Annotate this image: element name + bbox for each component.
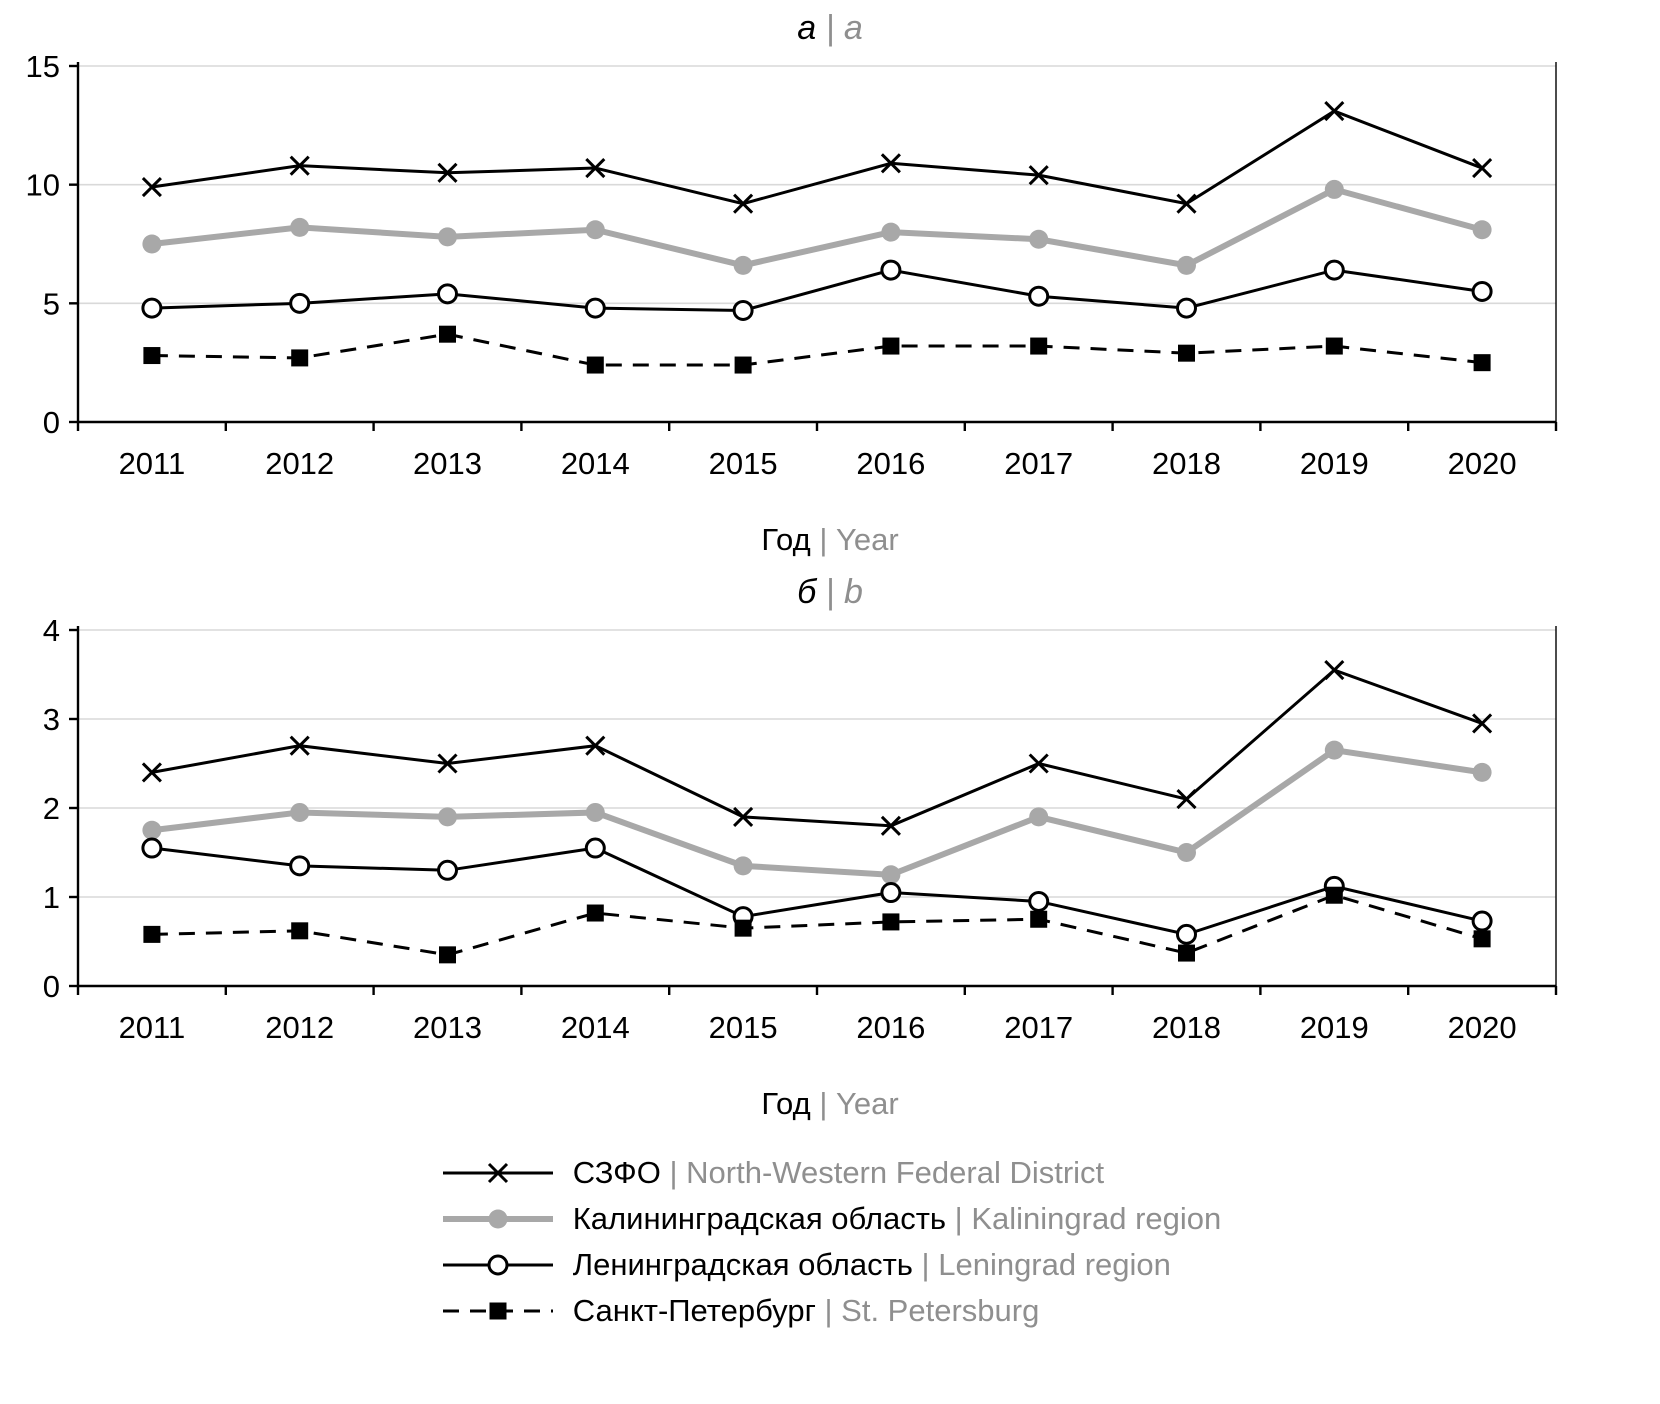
legend: СЗФО | North-Western Federal District Кал…	[439, 1150, 1222, 1334]
panel-a-title-en: a	[843, 9, 863, 47]
legend-label-sep: |	[946, 1201, 972, 1236]
svg-text:2019: 2019	[1300, 446, 1369, 481]
legend-label-ru: Калининградская область	[572, 1201, 947, 1236]
panel-b-title-en: b	[843, 573, 863, 611]
svg-text:2017: 2017	[1004, 446, 1073, 481]
svg-text:0: 0	[43, 405, 60, 440]
svg-text:2013: 2013	[413, 1010, 482, 1045]
legend-label-en: North-Western Federal District	[686, 1155, 1105, 1190]
legend-label-spb: Санкт-Петербург | St. Petersburg	[573, 1293, 1040, 1329]
svg-text:2015: 2015	[709, 446, 778, 481]
svg-text:1: 1	[43, 880, 60, 915]
panel-b-title-ru: б	[797, 573, 817, 611]
svg-text:2014: 2014	[561, 1010, 630, 1045]
legend-row-kaliningrad: Калининградская область | Kaliningrad re…	[439, 1196, 1222, 1242]
legend-label-en: Leningrad region	[938, 1247, 1171, 1282]
svg-text:2018: 2018	[1152, 446, 1221, 481]
svg-text:2: 2	[43, 791, 60, 826]
svg-text:2013: 2013	[413, 446, 482, 481]
svg-text:15: 15	[26, 50, 60, 84]
legend-label-ru: Санкт-Петербург	[572, 1293, 816, 1328]
open-circle-legend-icon	[442, 1254, 553, 1276]
legend-label-sep: |	[912, 1247, 939, 1282]
panel-a-xaxis-label: Год | Year	[0, 520, 1660, 560]
svg-text:2012: 2012	[265, 446, 334, 481]
legend-label-kaliningrad: Калининградская область | Kaliningrad re…	[573, 1201, 1222, 1237]
legend-label-leningrad: Ленинградская область | Leningrad region	[573, 1247, 1171, 1283]
panel-b-chart: 0 1 2 3 4 2011 2012 2013 2014 2015 2016 2017 2018 201…	[43, 614, 1558, 1045]
svg-text:5: 5	[43, 286, 60, 321]
svg-text:3: 3	[43, 702, 60, 737]
legend-label-en: St. Petersburg	[841, 1293, 1040, 1328]
panel-a-chart: 0 5 10 15 2011 2012 2013 2014 2015 2016 2017 2018 20…	[26, 50, 1558, 481]
svg-text:2018: 2018	[1152, 1010, 1221, 1045]
xaxis-label-sep: |	[810, 1086, 836, 1121]
panel-a-title-ru: а	[797, 9, 817, 47]
xaxis-label-en: Year	[836, 522, 899, 557]
legend-label-ru: СЗФО	[572, 1155, 661, 1190]
svg-text:2012: 2012	[265, 1010, 334, 1045]
legend-row-spb: Санкт-Петербург | St. Petersburg	[439, 1288, 1222, 1334]
legend-label-sep: |	[660, 1155, 687, 1190]
svg-text:2020: 2020	[1448, 446, 1517, 481]
panel-b-title: б | b	[0, 570, 1660, 614]
panel-a-title: а | a	[0, 6, 1660, 50]
legend-label-szfo: СЗФО | North-Western Federal District	[573, 1155, 1104, 1191]
legend-row-szfo: СЗФО | North-Western Federal District	[439, 1150, 1222, 1196]
xaxis-label-ru: Год	[761, 522, 811, 557]
svg-text:2015: 2015	[709, 1010, 778, 1045]
svg-text:2011: 2011	[119, 446, 186, 481]
svg-text:2017: 2017	[1004, 1010, 1073, 1045]
xaxis-label-en: Year	[836, 1086, 899, 1121]
svg-text:2020: 2020	[1448, 1010, 1517, 1045]
xaxis-label-ru: Год	[761, 1086, 811, 1121]
svg-text:0: 0	[43, 969, 60, 1004]
svg-text:2016: 2016	[856, 1010, 925, 1045]
svg-text:2011: 2011	[119, 1010, 186, 1045]
panel-b: б | b 0 1 2 3 4 2011 2012 2013 2014 2015 2016 2017 2…	[0, 570, 1660, 1124]
x-cross-legend-icon	[442, 1162, 553, 1184]
panel-a: а | a 0 5 10 15 2011 2012 2013 2014 2015 2016 2017…	[0, 6, 1660, 560]
xaxis-label-sep: |	[810, 522, 836, 557]
svg-text:2016: 2016	[856, 446, 925, 481]
svg-text:2019: 2019	[1300, 1010, 1369, 1045]
panel-b-xaxis-label: Год | Year	[0, 1084, 1660, 1124]
filled-square-legend-icon	[442, 1302, 553, 1320]
legend-label-en: Kaliningrad region	[971, 1201, 1222, 1236]
legend-row-leningrad: Ленинградская область | Leningrad region	[439, 1242, 1222, 1288]
two-panel-line-figure: а | a 0 5 10 15 2011 2012 2013 2014 2015 2016 2017…	[0, 6, 1660, 1334]
panel-a-title-sep: |	[816, 9, 844, 47]
legend-label-ru: Ленинградская область	[572, 1247, 913, 1282]
legend-label-sep: |	[815, 1293, 842, 1328]
svg-text:10: 10	[26, 168, 60, 203]
svg-text:4: 4	[43, 614, 60, 648]
filled-circle-legend-icon	[442, 1209, 553, 1229]
panel-b-title-sep: |	[816, 573, 844, 611]
svg-text:2014: 2014	[561, 446, 630, 481]
